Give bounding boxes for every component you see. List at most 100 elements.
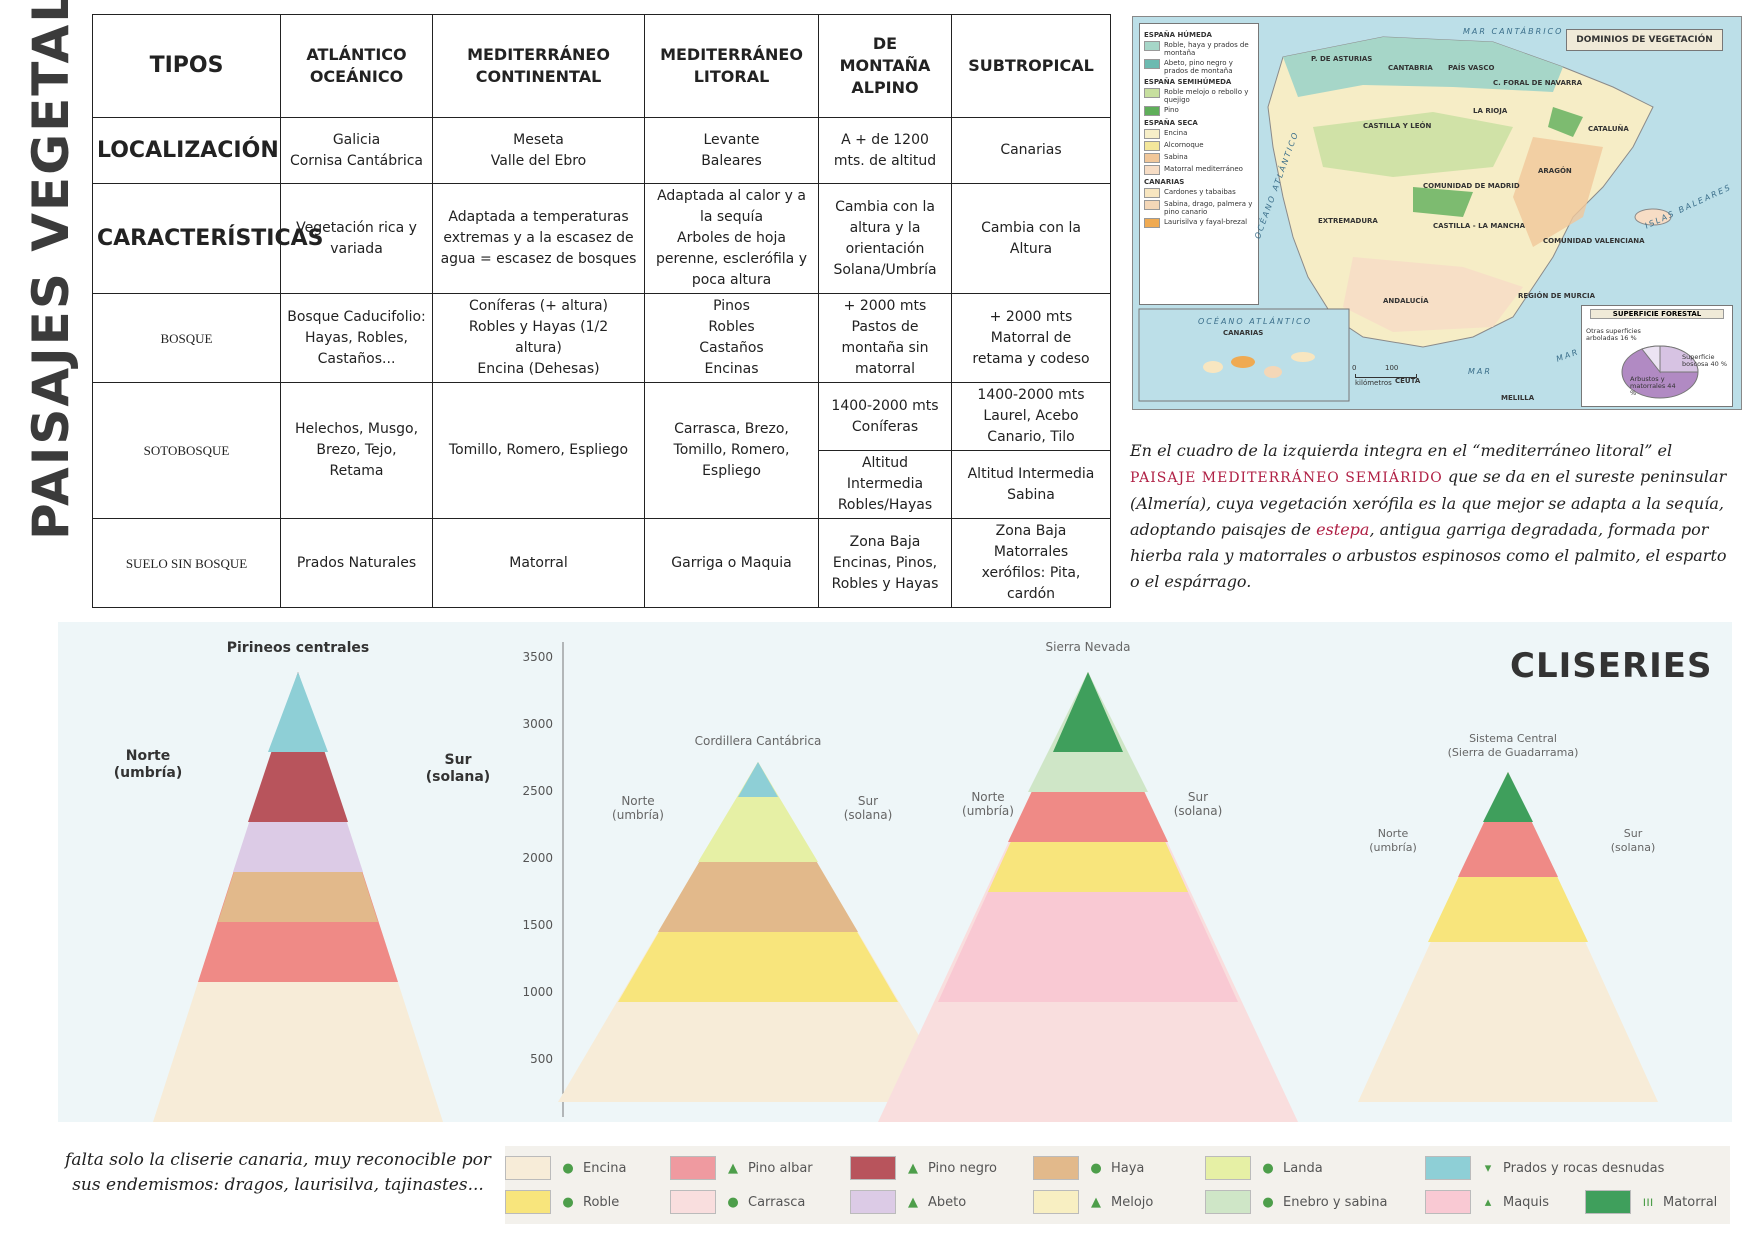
- tree-icon: ●: [562, 1160, 574, 1176]
- table-cell: Cambia con la Altura: [951, 183, 1111, 294]
- pyramid-south-label: Sur (solana): [1173, 790, 1223, 818]
- map-region-label: ANDALUCÍA: [1383, 297, 1429, 305]
- legend-swatch: [1205, 1190, 1251, 1214]
- map-region-label: REGIÓN DE MURCIA: [1518, 292, 1595, 300]
- table-cell: + 2000 mts Matorral de retama y codeso: [951, 293, 1111, 383]
- legend-item: Roble, haya y prados de montaña: [1144, 41, 1254, 57]
- band-matorral: [1483, 772, 1533, 822]
- cliseries-title: CLISERIES: [1510, 646, 1713, 686]
- pyramid-title: Pirineos centrales: [226, 640, 370, 656]
- table-cell: Zona Baja Matorrales xerófilos: Pita, ca…: [951, 518, 1111, 608]
- pyramid-cantabrica: [558, 762, 958, 1102]
- sea-label: OCÉANO ATLÁNTICO: [1198, 317, 1313, 326]
- pyramid-pirineos: [153, 672, 443, 1122]
- table-cell: Prados Naturales: [280, 518, 433, 608]
- legend-swatch: [850, 1156, 896, 1180]
- table-cell: Adaptada a temperaturas extremas y a la …: [432, 183, 645, 294]
- pyramid-north-label: Norte (umbría): [612, 794, 664, 822]
- legend-label: Maquis: [1503, 1194, 1550, 1210]
- legend-item: ● Landa: [1205, 1156, 1323, 1180]
- legend-swatch: [1144, 218, 1160, 228]
- legend-swatch: [1144, 188, 1160, 198]
- table-cell: Pinos Robles Castaños Encinas: [644, 293, 819, 383]
- map-region-label: ARAGÓN: [1538, 167, 1572, 175]
- page-title: PAISAJES VEGETALES: [22, 0, 80, 540]
- balearic-islands: [1634, 208, 1672, 226]
- map-region-label: CATALUÑA: [1588, 125, 1629, 133]
- cliseries-panel: 3500 3000 2500 2000 1500 1000 500 0 Piri…: [58, 622, 1732, 1122]
- legend-swatch: [505, 1156, 551, 1180]
- header-subtropical: SUBTROPICAL: [951, 14, 1111, 118]
- map-region-label: MELILLA: [1501, 394, 1535, 402]
- legend-item: ● Roble: [505, 1190, 619, 1214]
- legend-label: Pino albar: [748, 1160, 813, 1176]
- legend-label: Matorral: [1663, 1194, 1718, 1210]
- table-cell: Levante Baleares: [644, 117, 819, 184]
- legend-item: ● Carrasca: [670, 1190, 805, 1214]
- legend-label: Abeto, pino negro y prados de montaña: [1164, 59, 1233, 75]
- grass-icon: ▾: [1484, 1160, 1492, 1176]
- central-band: [1313, 112, 1513, 177]
- row-label-sotobosque: SOTOBOSQUE: [92, 382, 281, 519]
- map-region-label: C. FORAL DE NAVARRA: [1493, 79, 1583, 87]
- note-text: que se da en el sureste peninsular (Alme…: [1130, 467, 1727, 539]
- north-green-band: [1283, 37, 1563, 97]
- legend-item: ● Enebro y sabina: [1205, 1190, 1387, 1214]
- row-label-bosque: BOSQUE: [92, 293, 281, 383]
- note-paragraph: En el cuadro de la izquierda integra en …: [1130, 438, 1740, 595]
- scale-bar: [1355, 374, 1417, 378]
- legend-item: Abeto, pino negro y prados de montaña: [1144, 59, 1254, 75]
- table-row: Altitud Intermedia Robles/Hayas Altitud …: [93, 450, 1111, 519]
- legend-heading: ESPAÑA SEMIHÚMEDA: [1144, 78, 1232, 86]
- scale-hundred: 100: [1385, 364, 1399, 372]
- legend-label: Haya: [1111, 1160, 1145, 1176]
- header-med-litoral: MEDITERRÁNEO LITORAL: [644, 14, 819, 118]
- map-region-label: LA RIOJA: [1473, 107, 1508, 115]
- legend-heading: ESPAÑA SECA: [1144, 119, 1198, 127]
- table-cell: Matorral: [432, 518, 645, 608]
- tree-icon: ●: [1090, 1160, 1102, 1176]
- legend-item: Encina: [1144, 129, 1254, 139]
- row-label-suelo: SUELO SIN BOSQUE: [92, 518, 281, 608]
- canarias-inset: [1138, 308, 1350, 402]
- pyramid-north-label: Norte (umbría): [1369, 827, 1417, 854]
- legend-item: ● Encina: [505, 1156, 626, 1180]
- canary-island: [1264, 366, 1282, 378]
- conifer-icon: ▲: [908, 1160, 918, 1176]
- table-cell: Bosque Caducifolio: Hayas, Robles, Casta…: [280, 293, 433, 383]
- legend-swatch: [1144, 88, 1160, 98]
- grass-icon: ııı: [1642, 1194, 1654, 1210]
- header-med-continental: MEDITERRÁNEO CONTINENTAL: [432, 14, 645, 118]
- map-scale: 0 100 kilómetros: [1352, 364, 1417, 387]
- header-tipos: TIPOS: [92, 14, 281, 118]
- y-tick: 2000: [522, 851, 553, 865]
- tree-icon: ●: [1262, 1194, 1274, 1210]
- table-cell: Altitud Intermedia Robles/Hayas: [818, 450, 952, 519]
- note-highlight: PAISAJE MEDITERRÁNEO SEMIÁRIDO: [1130, 470, 1443, 486]
- legend-label: Encina: [1164, 129, 1188, 137]
- legend-item: Sabina: [1144, 153, 1254, 163]
- legend-label: Roble, haya y prados de montaña: [1164, 41, 1249, 57]
- vegetation-map: ESPAÑA HÚMEDA Roble, haya y prados de mo…: [1132, 16, 1742, 410]
- map-shapes: [1138, 36, 1672, 402]
- map-region-label: CASTILLA Y LEÓN: [1363, 122, 1432, 130]
- table-cell: Tomillo, Romero, Espliego: [432, 382, 645, 519]
- map-region-label: CANARIAS: [1223, 329, 1264, 337]
- legend-label: Prados y rocas desnudas: [1503, 1160, 1665, 1176]
- table-cell: Garriga o Maquia: [644, 518, 819, 608]
- table-cell: Adaptada al calor y a la sequía Arboles …: [644, 183, 819, 294]
- legend-swatch: [1144, 41, 1160, 51]
- legend-swatch: [1585, 1190, 1631, 1214]
- forest-chart-title: SUPERFICIE FORESTAL: [1590, 309, 1724, 319]
- legend-item: ▲ Abeto: [850, 1190, 966, 1214]
- legend-label: Carrasca: [748, 1194, 806, 1210]
- legend-swatch: [505, 1190, 551, 1214]
- pyramid-title: Cordillera Cantábrica: [694, 734, 822, 748]
- legend-swatch: [1425, 1156, 1471, 1180]
- legend-label: Cardones y tabaibas: [1164, 188, 1236, 196]
- legend-label: Pino negro: [928, 1160, 997, 1176]
- legend-swatch: [1144, 141, 1160, 151]
- pyramid-south-label: Sur (solana): [843, 794, 893, 822]
- table-row: LOCALIZACIÓN Galicia Cornisa Cantábrica …: [92, 117, 1111, 184]
- legend-item: ● Haya: [1033, 1156, 1144, 1180]
